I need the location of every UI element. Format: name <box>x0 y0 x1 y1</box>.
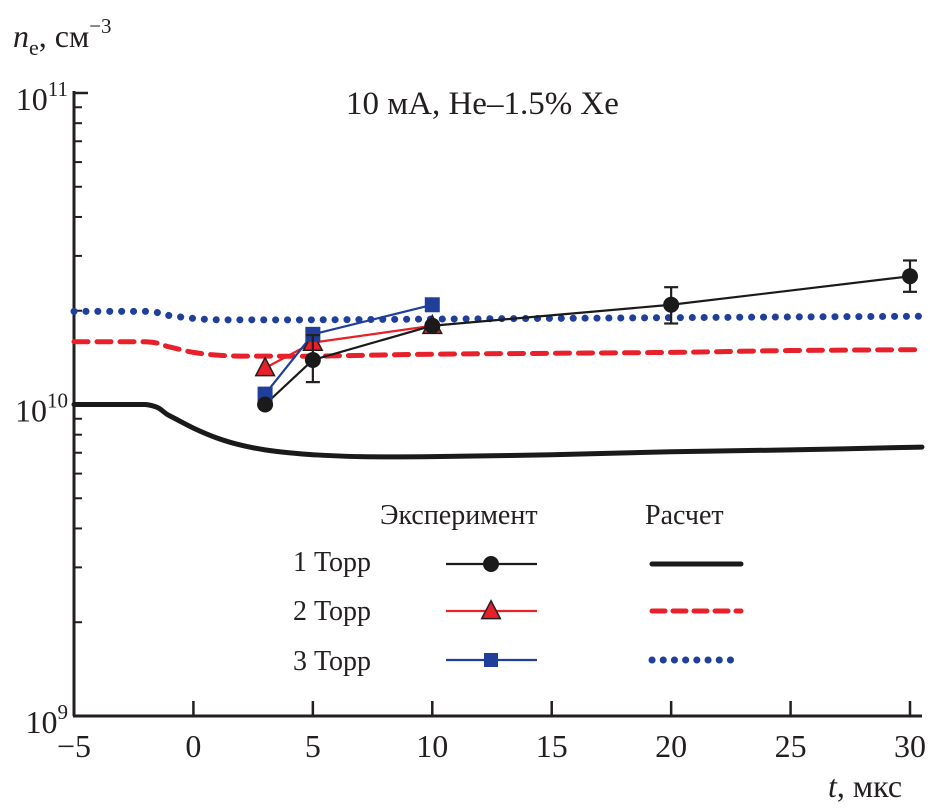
legend-exp-marker-triangle <box>480 599 502 620</box>
x-tick-label: 30 <box>894 728 926 764</box>
exp-marker-circle <box>663 296 680 313</box>
exp-marker-circle <box>424 317 441 334</box>
x-tick-label: 10 <box>416 728 448 764</box>
calc-line-3-торр <box>70 307 926 324</box>
axes: −5 0 5 10 15 20 25 30 109 1010 1011 <box>15 77 926 764</box>
legend-label-3-torr: 3 Торр <box>293 646 371 677</box>
experiment-series <box>254 259 918 413</box>
calc-line-1-торр <box>71 402 925 460</box>
calculation-lines <box>70 307 926 460</box>
exp-marker-triangle <box>254 356 276 377</box>
exp-marker-square <box>424 297 440 313</box>
exp-line-1-torr <box>264 275 911 406</box>
x-tick-label: 5 <box>305 728 321 764</box>
x-axis-label: t, мкс <box>828 768 902 804</box>
legend: Эксперимент Расчет 1 Торр 2 Торр 3 Торр <box>293 500 745 677</box>
y-tick-label: 1010 <box>15 389 68 429</box>
y-axis-label: ne, см−3 <box>13 14 112 60</box>
x-tick-label: 15 <box>536 728 568 764</box>
exp-marker-circle <box>257 396 274 413</box>
x-tick-label: 25 <box>775 728 807 764</box>
y-tick-label: 109 <box>26 700 69 740</box>
x-tick-label: 0 <box>185 728 201 764</box>
x-tick-label: 20 <box>655 728 687 764</box>
legend-label-2-torr: 2 Торр <box>293 596 371 627</box>
exp-marker-circle <box>902 268 918 285</box>
exp-marker-circle <box>304 351 321 368</box>
legend-label-1-torr: 1 Торр <box>293 547 371 578</box>
calc-line-2-торр <box>71 339 925 359</box>
y-tick-label: 1011 <box>16 77 68 117</box>
legend-exp-marker-square <box>484 653 498 667</box>
legend-header-calculation: Расчет <box>645 500 724 531</box>
x-tick-label: −5 <box>57 728 91 764</box>
chart-title: 10 мА, He–1.5% Xe <box>346 86 619 122</box>
legend-header-experiment: Эксперимент <box>380 500 538 531</box>
legend-exp-marker-circle <box>483 556 499 572</box>
